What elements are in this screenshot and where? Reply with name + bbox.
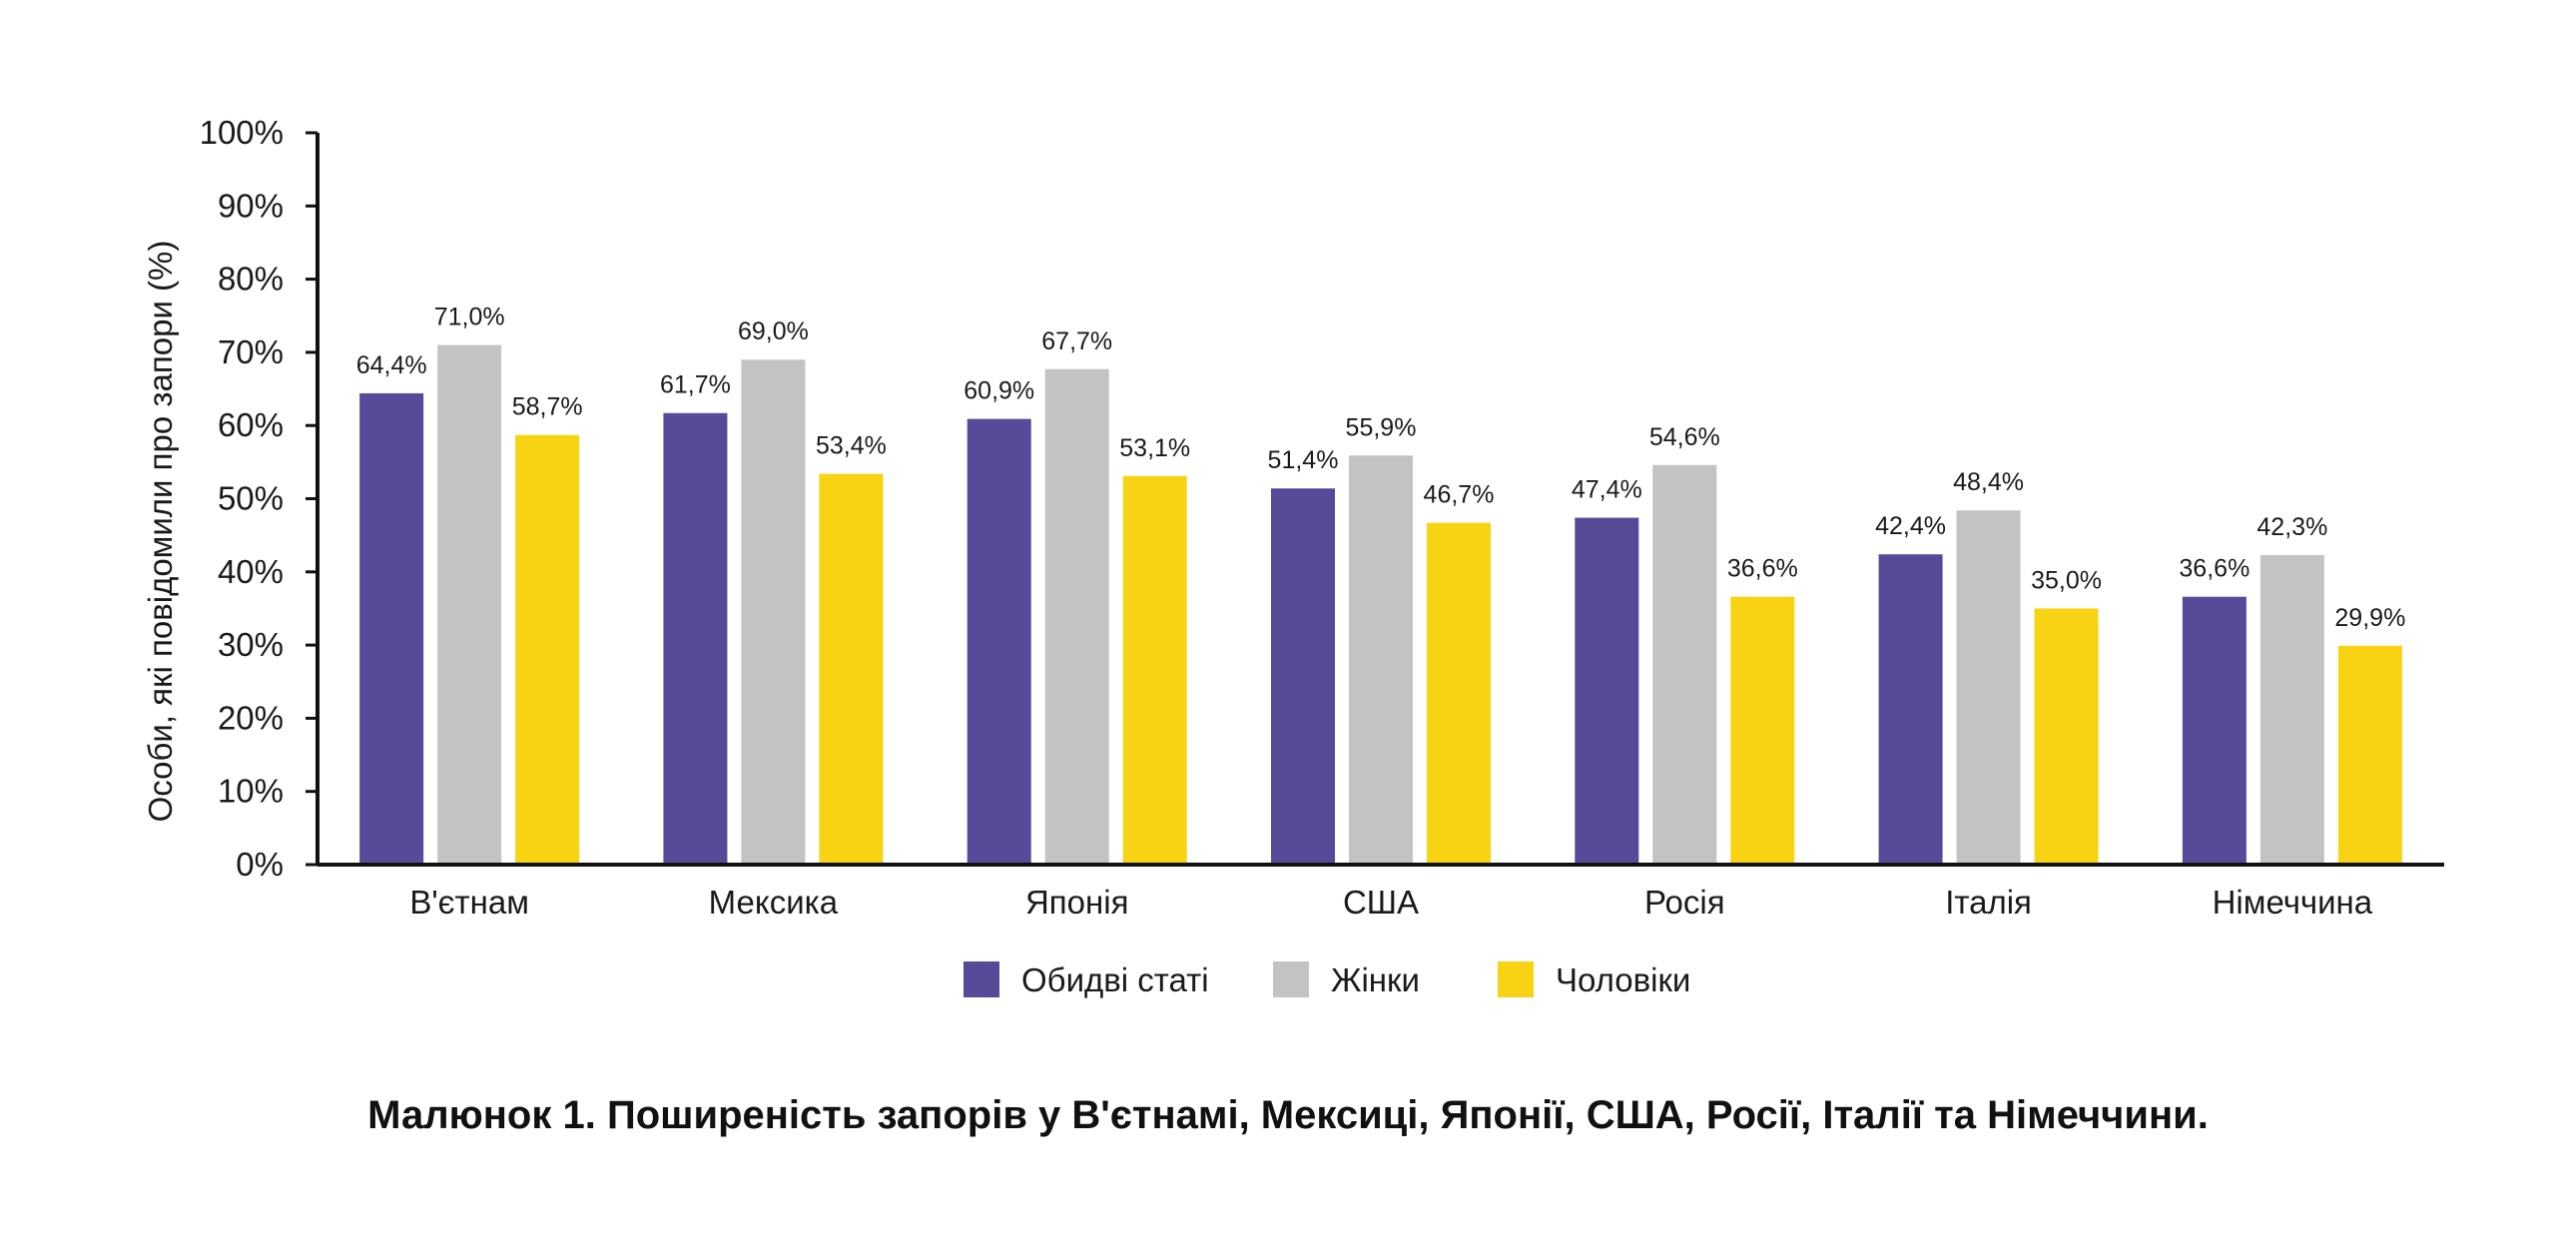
data-label: 54,6% — [1649, 423, 1720, 451]
y-tick-label: 80% — [218, 261, 284, 298]
bar — [2259, 554, 2324, 865]
data-label: 64,4% — [356, 351, 427, 379]
bar — [663, 412, 728, 865]
data-label: 48,4% — [1953, 468, 2024, 496]
category-label: США — [1343, 884, 1419, 921]
bar — [359, 392, 424, 865]
data-label: 71,0% — [434, 304, 505, 331]
category-label: Японія — [1025, 884, 1128, 921]
data-label: 58,7% — [512, 393, 583, 421]
bar — [819, 473, 884, 865]
bar — [1878, 554, 1943, 865]
y-tick-label: 100% — [200, 114, 284, 151]
bars-group — [359, 344, 2402, 865]
y-tick-label: 40% — [218, 553, 284, 590]
legend-label: Чоловіки — [1556, 961, 1690, 998]
bar — [1427, 522, 1491, 865]
category-label: Росія — [1644, 884, 1725, 921]
data-label: 67,7% — [1041, 327, 1112, 355]
category-label: Німеччина — [2213, 884, 2373, 921]
bar — [1652, 464, 1717, 865]
legend-label: Обидві статі — [1021, 961, 1209, 998]
data-label: 35,0% — [2031, 566, 2102, 594]
y-tick-label: 70% — [218, 333, 284, 370]
data-label: 51,4% — [1268, 446, 1339, 474]
bar — [515, 434, 580, 865]
bar — [2337, 645, 2402, 865]
legend-swatch — [1273, 961, 1309, 997]
y-tick-label: 30% — [218, 626, 284, 663]
data-label: 46,7% — [1424, 481, 1495, 509]
y-tick-label: 10% — [218, 773, 284, 810]
data-label: 42,4% — [1875, 512, 1946, 540]
category-label: В'єтнам — [409, 884, 529, 921]
figure-caption: Малюнок 1. Поширеність запорів у В'єтнам… — [367, 1093, 2209, 1137]
bar — [1271, 488, 1335, 865]
legend-swatch — [964, 961, 999, 997]
data-label: 36,6% — [2179, 555, 2250, 583]
bar — [1730, 596, 1795, 865]
data-label: 53,1% — [1119, 434, 1190, 462]
bar-chart: Особи, які повідомили про запори (%) 0% 1… — [142, 114, 2444, 998]
data-labels-group: 64,4% 71,0% 58,7% 61,7%69,0% 53,4% 60,9%67,7%… — [356, 304, 2406, 632]
data-label: 36,6% — [1727, 555, 1798, 583]
data-label: 60,9% — [964, 377, 1034, 405]
bar — [1044, 368, 1109, 865]
bar — [437, 344, 502, 865]
data-label: 55,9% — [1346, 413, 1417, 441]
category-label: Італія — [1945, 884, 2032, 921]
data-label: 53,4% — [816, 432, 887, 460]
legend-swatch — [1498, 961, 1534, 997]
bar — [1349, 455, 1413, 865]
y-axis-title: Особи, які повідомили про запори (%) — [142, 241, 179, 823]
y-tick-label: 0% — [236, 846, 284, 883]
y-tick-label: 20% — [218, 699, 284, 736]
category-label: Мексика — [709, 884, 839, 921]
legend-label: Жінки — [1331, 961, 1420, 998]
data-label: 29,9% — [2334, 604, 2405, 632]
data-label: 47,4% — [1572, 476, 1642, 504]
y-axis-ticks: 0% 10% 20% 30% 40% 50% 60% 70% 80% 90% 100% — [200, 114, 318, 883]
bar — [1122, 475, 1187, 865]
bar — [2034, 608, 2099, 865]
y-tick-label: 90% — [218, 187, 284, 224]
y-tick-label: 60% — [218, 406, 284, 443]
bar — [1956, 510, 2021, 865]
y-axis-title-group: Особи, які повідомили про запори (%) — [142, 241, 179, 823]
bar — [2182, 596, 2247, 865]
y-tick-label: 50% — [218, 480, 284, 517]
data-label: 69,0% — [738, 317, 809, 345]
bar — [1575, 517, 1639, 865]
data-label: 42,3% — [2256, 513, 2327, 541]
category-labels-group: В'єтнам Мексика Японія США Росія Італія Німечч… — [409, 884, 2372, 921]
bar — [741, 359, 806, 865]
legend: Обидві статі Жінки Чоловіки — [964, 961, 1690, 998]
data-label: 61,7% — [660, 371, 731, 399]
bar — [966, 418, 1031, 865]
